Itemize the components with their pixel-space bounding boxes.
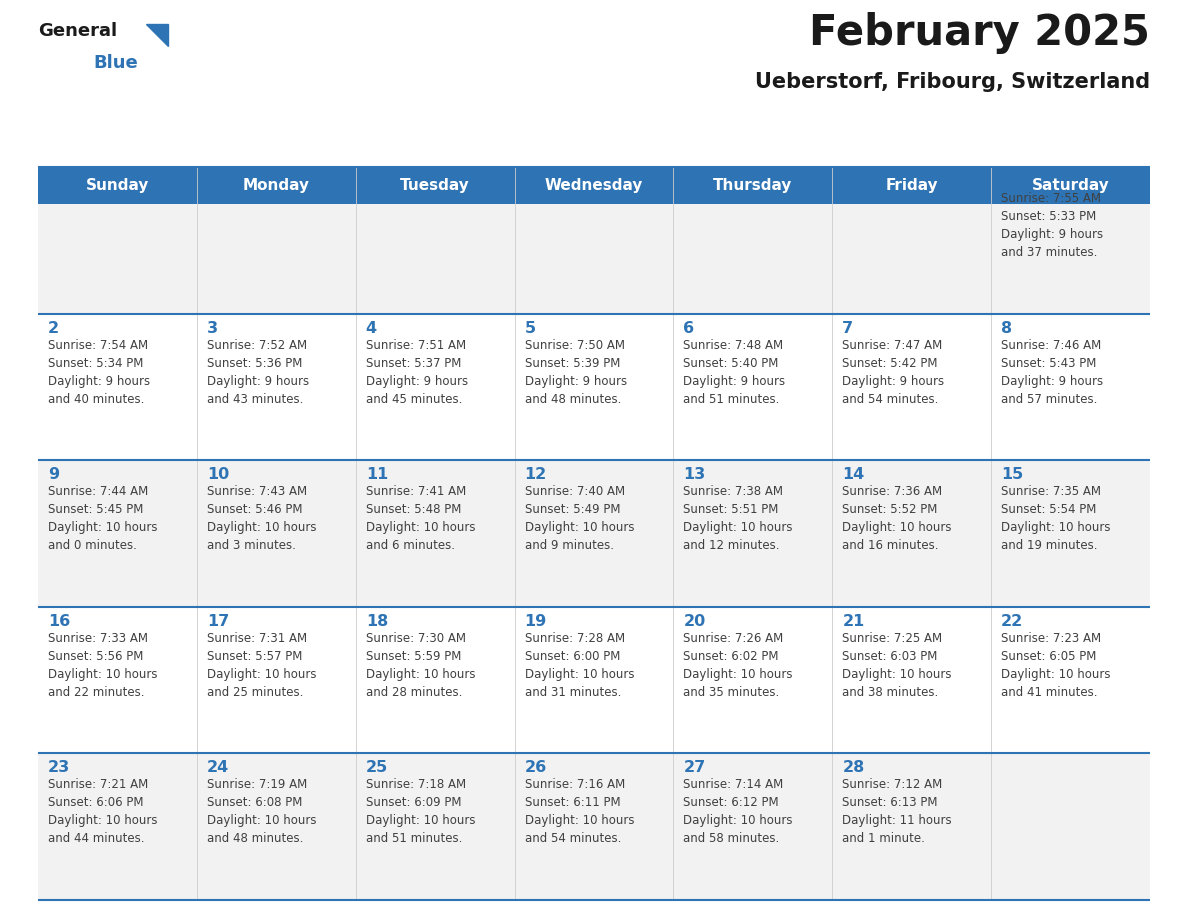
Text: 7: 7 — [842, 320, 853, 336]
Text: 17: 17 — [207, 614, 229, 629]
Text: 13: 13 — [683, 467, 706, 482]
Text: Wednesday: Wednesday — [545, 178, 643, 193]
Text: Sunrise: 7:44 AM
Sunset: 5:45 PM
Daylight: 10 hours
and 0 minutes.: Sunrise: 7:44 AM Sunset: 5:45 PM Dayligh… — [48, 486, 158, 553]
Text: 22: 22 — [1001, 614, 1023, 629]
Text: Sunrise: 7:23 AM
Sunset: 6:05 PM
Daylight: 10 hours
and 41 minutes.: Sunrise: 7:23 AM Sunset: 6:05 PM Dayligh… — [1001, 632, 1111, 699]
Text: Sunrise: 7:40 AM
Sunset: 5:49 PM
Daylight: 10 hours
and 9 minutes.: Sunrise: 7:40 AM Sunset: 5:49 PM Dayligh… — [525, 486, 634, 553]
Text: Sunrise: 7:50 AM
Sunset: 5:39 PM
Daylight: 9 hours
and 48 minutes.: Sunrise: 7:50 AM Sunset: 5:39 PM Dayligh… — [525, 339, 627, 406]
Text: 23: 23 — [48, 760, 70, 776]
Text: Sunrise: 7:51 AM
Sunset: 5:37 PM
Daylight: 9 hours
and 45 minutes.: Sunrise: 7:51 AM Sunset: 5:37 PM Dayligh… — [366, 339, 468, 406]
Text: Sunrise: 7:48 AM
Sunset: 5:40 PM
Daylight: 9 hours
and 51 minutes.: Sunrise: 7:48 AM Sunset: 5:40 PM Dayligh… — [683, 339, 785, 406]
Text: Sunrise: 7:26 AM
Sunset: 6:02 PM
Daylight: 10 hours
and 35 minutes.: Sunrise: 7:26 AM Sunset: 6:02 PM Dayligh… — [683, 632, 792, 699]
Text: 26: 26 — [525, 760, 546, 776]
Text: 27: 27 — [683, 760, 706, 776]
Text: Sunrise: 7:41 AM
Sunset: 5:48 PM
Daylight: 10 hours
and 6 minutes.: Sunrise: 7:41 AM Sunset: 5:48 PM Dayligh… — [366, 486, 475, 553]
Text: Thursday: Thursday — [713, 178, 792, 193]
Text: Sunrise: 7:21 AM
Sunset: 6:06 PM
Daylight: 10 hours
and 44 minutes.: Sunrise: 7:21 AM Sunset: 6:06 PM Dayligh… — [48, 778, 158, 845]
Text: 16: 16 — [48, 614, 70, 629]
Text: General: General — [38, 22, 118, 40]
Text: 6: 6 — [683, 320, 695, 336]
Text: 8: 8 — [1001, 320, 1012, 336]
Text: 2: 2 — [48, 320, 59, 336]
Text: Blue: Blue — [93, 54, 138, 72]
Text: Sunrise: 7:28 AM
Sunset: 6:00 PM
Daylight: 10 hours
and 31 minutes.: Sunrise: 7:28 AM Sunset: 6:00 PM Dayligh… — [525, 632, 634, 699]
Text: 25: 25 — [366, 760, 388, 776]
Text: Sunrise: 7:14 AM
Sunset: 6:12 PM
Daylight: 10 hours
and 58 minutes.: Sunrise: 7:14 AM Sunset: 6:12 PM Dayligh… — [683, 778, 792, 845]
Text: 24: 24 — [207, 760, 229, 776]
Text: 3: 3 — [207, 320, 217, 336]
Text: 9: 9 — [48, 467, 59, 482]
Bar — [38, 607, 1150, 754]
Text: Sunrise: 7:46 AM
Sunset: 5:43 PM
Daylight: 9 hours
and 57 minutes.: Sunrise: 7:46 AM Sunset: 5:43 PM Dayligh… — [1001, 339, 1104, 406]
Text: Friday: Friday — [885, 178, 939, 193]
Text: Tuesday: Tuesday — [400, 178, 470, 193]
Text: 28: 28 — [842, 760, 865, 776]
Text: February 2025: February 2025 — [809, 12, 1150, 54]
Text: 11: 11 — [366, 467, 388, 482]
Text: Sunrise: 7:25 AM
Sunset: 6:03 PM
Daylight: 10 hours
and 38 minutes.: Sunrise: 7:25 AM Sunset: 6:03 PM Dayligh… — [842, 632, 952, 699]
Text: Sunrise: 7:35 AM
Sunset: 5:54 PM
Daylight: 10 hours
and 19 minutes.: Sunrise: 7:35 AM Sunset: 5:54 PM Dayligh… — [1001, 486, 1111, 553]
Text: 10: 10 — [207, 467, 229, 482]
Text: Sunrise: 7:33 AM
Sunset: 5:56 PM
Daylight: 10 hours
and 22 minutes.: Sunrise: 7:33 AM Sunset: 5:56 PM Dayligh… — [48, 632, 158, 699]
Text: Sunday: Sunday — [86, 178, 150, 193]
Text: Ueberstorf, Fribourg, Switzerland: Ueberstorf, Fribourg, Switzerland — [754, 72, 1150, 92]
Polygon shape — [146, 24, 168, 46]
Text: Sunrise: 7:18 AM
Sunset: 6:09 PM
Daylight: 10 hours
and 51 minutes.: Sunrise: 7:18 AM Sunset: 6:09 PM Dayligh… — [366, 778, 475, 845]
Text: 12: 12 — [525, 467, 546, 482]
Text: Sunrise: 7:43 AM
Sunset: 5:46 PM
Daylight: 10 hours
and 3 minutes.: Sunrise: 7:43 AM Sunset: 5:46 PM Dayligh… — [207, 486, 316, 553]
Text: 19: 19 — [525, 614, 546, 629]
Text: Sunrise: 7:52 AM
Sunset: 5:36 PM
Daylight: 9 hours
and 43 minutes.: Sunrise: 7:52 AM Sunset: 5:36 PM Dayligh… — [207, 339, 309, 406]
Text: Sunrise: 7:47 AM
Sunset: 5:42 PM
Daylight: 9 hours
and 54 minutes.: Sunrise: 7:47 AM Sunset: 5:42 PM Dayligh… — [842, 339, 944, 406]
Text: 1: 1 — [1001, 174, 1012, 189]
Bar — [38, 167, 1150, 204]
Bar — [38, 754, 1150, 900]
Text: 14: 14 — [842, 467, 865, 482]
Text: Saturday: Saturday — [1031, 178, 1110, 193]
Text: Monday: Monday — [242, 178, 310, 193]
Text: 4: 4 — [366, 320, 377, 336]
Bar — [38, 460, 1150, 607]
Text: Sunrise: 7:16 AM
Sunset: 6:11 PM
Daylight: 10 hours
and 54 minutes.: Sunrise: 7:16 AM Sunset: 6:11 PM Dayligh… — [525, 778, 634, 845]
Text: 5: 5 — [525, 320, 536, 336]
Bar — [38, 167, 1150, 314]
Text: Sunrise: 7:31 AM
Sunset: 5:57 PM
Daylight: 10 hours
and 25 minutes.: Sunrise: 7:31 AM Sunset: 5:57 PM Dayligh… — [207, 632, 316, 699]
Text: 21: 21 — [842, 614, 865, 629]
Bar — [38, 314, 1150, 460]
Text: 20: 20 — [683, 614, 706, 629]
Text: Sunrise: 7:55 AM
Sunset: 5:33 PM
Daylight: 9 hours
and 37 minutes.: Sunrise: 7:55 AM Sunset: 5:33 PM Dayligh… — [1001, 192, 1104, 259]
Text: 15: 15 — [1001, 467, 1023, 482]
Text: Sunrise: 7:30 AM
Sunset: 5:59 PM
Daylight: 10 hours
and 28 minutes.: Sunrise: 7:30 AM Sunset: 5:59 PM Dayligh… — [366, 632, 475, 699]
Text: Sunrise: 7:54 AM
Sunset: 5:34 PM
Daylight: 9 hours
and 40 minutes.: Sunrise: 7:54 AM Sunset: 5:34 PM Dayligh… — [48, 339, 150, 406]
Text: Sunrise: 7:19 AM
Sunset: 6:08 PM
Daylight: 10 hours
and 48 minutes.: Sunrise: 7:19 AM Sunset: 6:08 PM Dayligh… — [207, 778, 316, 845]
Text: 18: 18 — [366, 614, 388, 629]
Text: Sunrise: 7:38 AM
Sunset: 5:51 PM
Daylight: 10 hours
and 12 minutes.: Sunrise: 7:38 AM Sunset: 5:51 PM Dayligh… — [683, 486, 792, 553]
Text: Sunrise: 7:36 AM
Sunset: 5:52 PM
Daylight: 10 hours
and 16 minutes.: Sunrise: 7:36 AM Sunset: 5:52 PM Dayligh… — [842, 486, 952, 553]
Text: Sunrise: 7:12 AM
Sunset: 6:13 PM
Daylight: 11 hours
and 1 minute.: Sunrise: 7:12 AM Sunset: 6:13 PM Dayligh… — [842, 778, 952, 845]
